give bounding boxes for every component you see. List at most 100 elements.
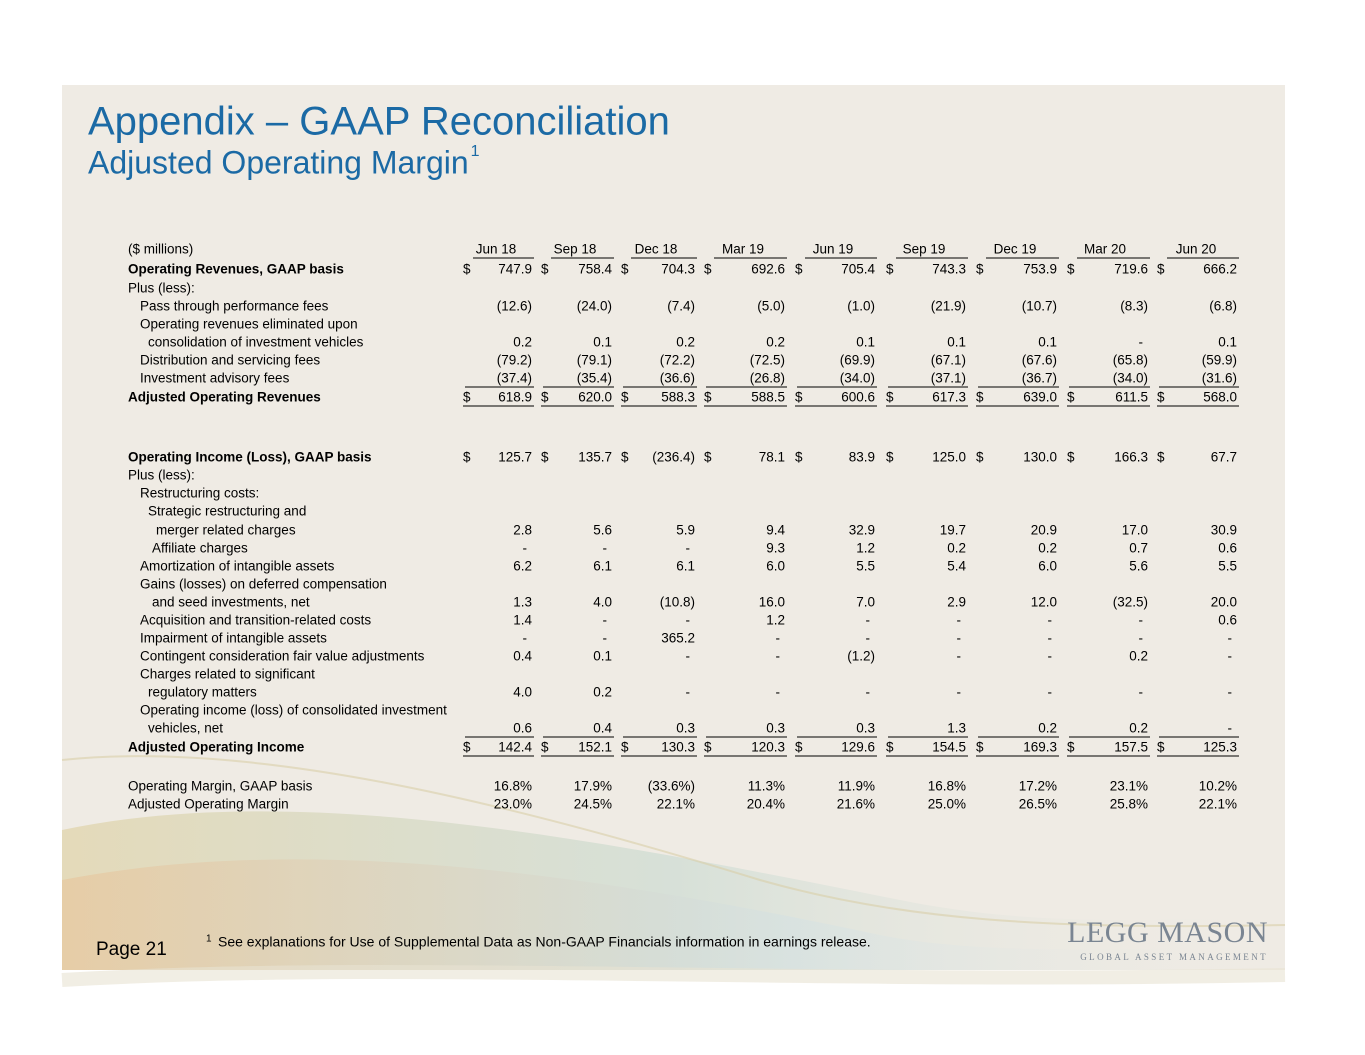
cell: (35.4) [577,371,612,386]
cell: 17.2% [1019,779,1057,794]
cell: 125.3 [1203,740,1237,755]
cell: - [686,613,691,628]
cell: 0.2 [947,541,966,556]
row-label: vehicles, net [148,721,223,736]
cell: (7.4) [667,299,695,314]
cell: 5.6 [1129,559,1148,574]
cell: 0.1 [947,335,966,350]
cell: 0.2 [1038,541,1057,556]
column-header: Jun 19 [813,242,854,257]
cell: 0.2 [593,685,612,700]
cell: 26.5% [1019,797,1057,812]
column-header: Jun 20 [1176,242,1217,257]
cell: 10.2% [1199,779,1237,794]
cell: 125.0 [932,450,966,465]
cell: (6.8) [1209,299,1237,314]
cell: (12.6) [497,299,532,314]
cell: - [603,541,608,556]
currency: $ [976,262,984,277]
cell: 25.8% [1110,797,1148,812]
cell: 611.5 [1115,390,1148,405]
row-label: consolidation of investment vehicles [148,335,364,350]
row-label: Plus (less): [128,468,195,483]
cell: 130.0 [1023,450,1057,465]
cell: 23.0% [494,797,532,812]
row-label: Strategic restructuring and [148,504,306,519]
cell: 0.2 [676,335,695,350]
subtitle-note: 1 [471,143,480,160]
cell: 22.1% [1199,797,1237,812]
currency: $ [463,390,471,405]
cell: 23.1% [1110,779,1148,794]
cell: 1.2 [766,613,785,628]
cell: (21.9) [931,299,966,314]
cell: 0.1 [1218,335,1237,350]
row-label: Adjusted Operating Margin [128,797,289,812]
cell: - [603,613,608,628]
currency: $ [621,262,629,277]
cell: 20.9 [1031,523,1057,538]
cell: - [866,631,871,646]
cell: (36.7) [1022,371,1057,386]
cell: (37.1) [931,371,966,386]
row-label: Adjusted Operating Revenues [128,390,321,405]
cell: 17.9% [574,779,612,794]
row-label: Charges related to significant [140,667,315,682]
cell: (32.5) [1113,595,1148,610]
row-label: Amortization of intangible assets [140,559,335,574]
cell: (67.1) [931,353,966,368]
cell: 169.3 [1023,740,1057,755]
cell: 753.9 [1023,262,1057,277]
cell: 67.7 [1211,450,1237,465]
currency: $ [886,390,894,405]
cell: 9.4 [766,523,785,538]
cell: 0.2 [766,335,785,350]
cell: 0.1 [593,335,612,350]
cell: (33.6%) [648,779,695,794]
cell: 166.3 [1114,450,1148,465]
cell: 0.1 [593,649,612,664]
cell: 0.4 [593,721,612,736]
cell: 0.2 [513,335,532,350]
row-label: Adjusted Operating Income [128,740,305,755]
cell: (65.8) [1113,353,1148,368]
currency: $ [704,390,712,405]
subtitle: Adjusted Operating Margin [88,144,469,180]
cell: (10.8) [660,595,695,610]
cell: (72.2) [660,353,695,368]
currency: $ [795,390,803,405]
currency: $ [621,450,629,465]
cell: - [957,613,962,628]
cell: - [1139,685,1144,700]
currency: $ [976,450,984,465]
cell: 588.5 [751,390,785,405]
cell: 617.3 [932,390,966,405]
currency: $ [1157,262,1165,277]
cell: 78.1 [759,450,785,465]
cell: - [1228,685,1233,700]
row-label: Contingent consideration fair value adju… [140,649,425,664]
row-label: Investment advisory fees [140,371,290,386]
cell: 4.0 [513,685,532,700]
cell: (72.5) [750,353,785,368]
cell: 692.6 [751,262,785,277]
cell: - [686,541,691,556]
row-label: Operating Margin, GAAP basis [128,779,313,794]
cell: 0.1 [1038,335,1057,350]
currency: $ [886,262,894,277]
cell: 0.3 [766,721,785,736]
cell: 25.0% [928,797,966,812]
currency: $ [795,740,803,755]
currency: $ [1157,740,1165,755]
column-header: Mar 19 [722,242,764,257]
cell: 6.0 [766,559,785,574]
column-header: Dec 18 [635,242,678,257]
cell: (26.8) [750,371,785,386]
cell: 16.8% [494,779,532,794]
cell: 0.2 [1038,721,1057,736]
currency: $ [621,740,629,755]
cell: 758.4 [578,262,612,277]
currency: $ [621,390,629,405]
cell: 588.3 [661,390,695,405]
